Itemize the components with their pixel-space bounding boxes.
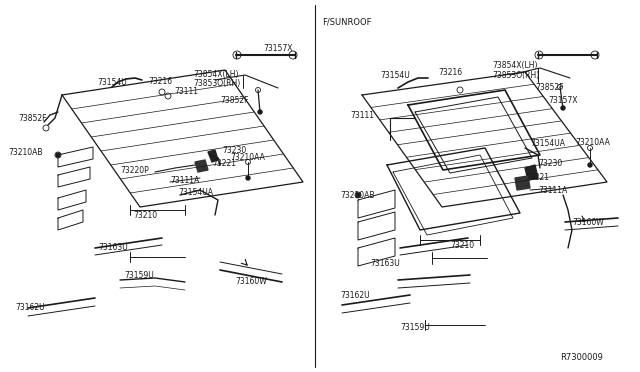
Text: 73157X: 73157X	[263, 44, 292, 52]
Text: 73220P: 73220P	[120, 166, 148, 174]
Text: 73216: 73216	[148, 77, 172, 86]
Text: 73111: 73111	[174, 87, 198, 96]
Text: R7300009: R7300009	[560, 353, 603, 362]
Text: 73154UA: 73154UA	[530, 138, 565, 148]
Circle shape	[588, 163, 592, 167]
Circle shape	[56, 153, 60, 157]
Text: 73210AA: 73210AA	[575, 138, 610, 147]
Text: 73852F: 73852F	[535, 83, 563, 92]
Text: F/SUNROOF: F/SUNROOF	[322, 17, 371, 26]
Text: 73154UA: 73154UA	[178, 187, 213, 196]
Text: 73162U: 73162U	[340, 292, 370, 301]
Text: 73162U: 73162U	[15, 304, 45, 312]
Text: 73210AB: 73210AB	[8, 148, 42, 157]
Text: 73853O(RH): 73853O(RH)	[193, 78, 240, 87]
Text: 73852F: 73852F	[18, 113, 47, 122]
Text: 73221: 73221	[212, 158, 236, 167]
Polygon shape	[525, 165, 538, 180]
Text: 73210AA: 73210AA	[230, 153, 265, 161]
Text: 73154U: 73154U	[97, 77, 127, 87]
Text: 73160W: 73160W	[235, 278, 267, 286]
Text: 73216: 73216	[438, 67, 462, 77]
Text: 73854X(LH): 73854X(LH)	[193, 70, 239, 78]
Circle shape	[561, 106, 565, 110]
Polygon shape	[208, 150, 218, 162]
Text: 73230: 73230	[538, 158, 563, 167]
Text: 73210: 73210	[133, 211, 157, 219]
Text: 73157X: 73157X	[548, 96, 577, 105]
Text: 73160W: 73160W	[572, 218, 604, 227]
Text: 73853O(RH): 73853O(RH)	[492, 71, 540, 80]
Text: 73230: 73230	[222, 145, 246, 154]
Text: 73111A: 73111A	[170, 176, 199, 185]
Text: 73163U: 73163U	[98, 243, 128, 251]
Circle shape	[258, 110, 262, 114]
Circle shape	[356, 193, 360, 197]
Text: 73159U: 73159U	[124, 272, 154, 280]
Text: 73154U: 73154U	[380, 71, 410, 80]
Text: 73854X(LH): 73854X(LH)	[492, 61, 538, 70]
Text: 73852F: 73852F	[220, 96, 248, 105]
Text: 73210AB: 73210AB	[340, 190, 374, 199]
Circle shape	[246, 176, 250, 180]
Text: 73210: 73210	[450, 241, 474, 250]
Polygon shape	[195, 160, 208, 172]
Text: 73111: 73111	[350, 110, 374, 119]
Polygon shape	[515, 176, 530, 190]
Text: 73221: 73221	[525, 173, 549, 182]
Text: 73163U: 73163U	[370, 259, 400, 267]
Text: 73111A: 73111A	[538, 186, 567, 195]
Text: 73159U: 73159U	[400, 324, 429, 333]
